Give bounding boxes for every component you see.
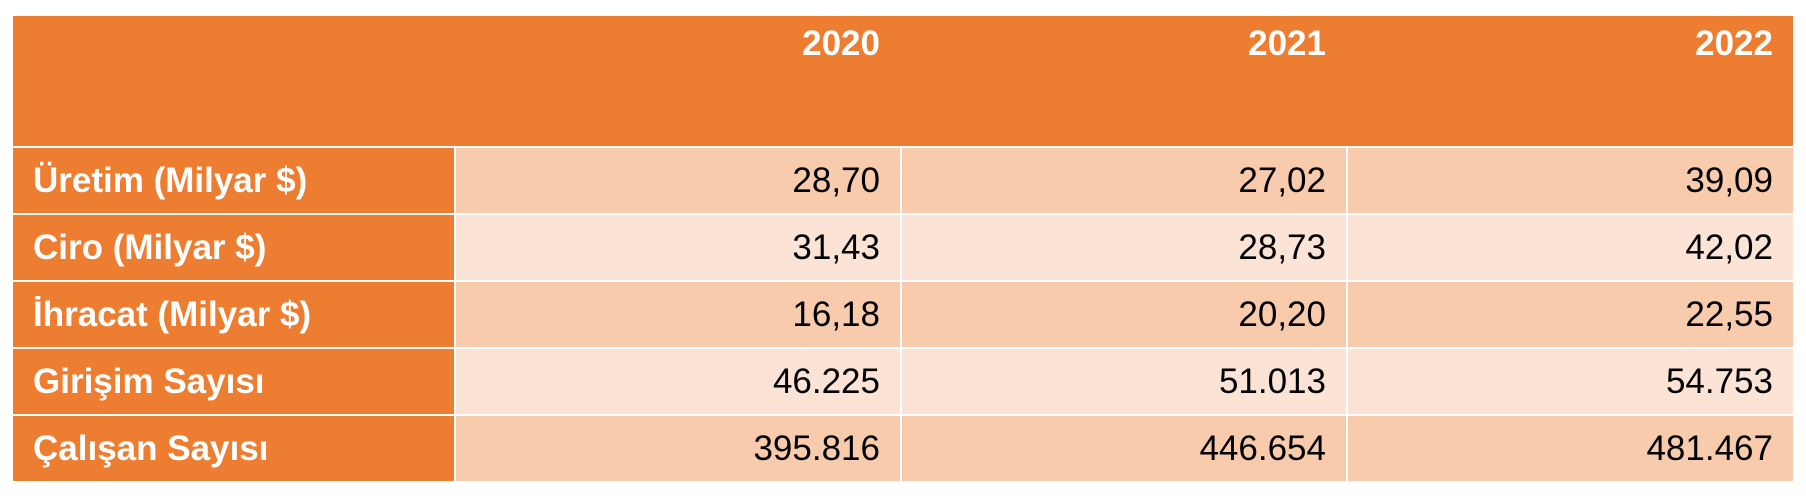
header-row: 2020 2021 2022: [13, 16, 1793, 146]
data-table: 2020 2021 2022 Üretim (Milyar $) 28,70 2…: [13, 16, 1793, 481]
column-header: 2021: [900, 16, 1346, 146]
row-label: Ciro (Milyar $): [13, 213, 454, 280]
column-header: 2020: [454, 16, 900, 146]
table-cell: 28,73: [900, 213, 1346, 280]
table-cell: 395.816: [454, 414, 900, 481]
table-cell: 481.467: [1346, 414, 1793, 481]
table-row: Ciro (Milyar $) 31,43 28,73 42,02: [13, 213, 1793, 280]
row-label: Çalışan Sayısı: [13, 414, 454, 481]
table-row: Girişim Sayısı 46.225 51.013 54.753: [13, 347, 1793, 414]
table-cell: 31,43: [454, 213, 900, 280]
table-cell: 42,02: [1346, 213, 1793, 280]
row-label: Üretim (Milyar $): [13, 146, 454, 213]
table-cell: 20,20: [900, 280, 1346, 347]
row-label: İhracat (Milyar $): [13, 280, 454, 347]
table-cell: 22,55: [1346, 280, 1793, 347]
table-cell: 28,70: [454, 146, 900, 213]
table-cell: 39,09: [1346, 146, 1793, 213]
column-header: 2022: [1346, 16, 1793, 146]
corner-cell: [13, 16, 454, 146]
table-cell: 27,02: [900, 146, 1346, 213]
table-row: Çalışan Sayısı 395.816 446.654 481.467: [13, 414, 1793, 481]
table-cell: 51.013: [900, 347, 1346, 414]
table-cell: 446.654: [900, 414, 1346, 481]
table-cell: 54.753: [1346, 347, 1793, 414]
table-row: İhracat (Milyar $) 16,18 20,20 22,55: [13, 280, 1793, 347]
table-cell: 16,18: [454, 280, 900, 347]
row-label: Girişim Sayısı: [13, 347, 454, 414]
table-row: Üretim (Milyar $) 28,70 27,02 39,09: [13, 146, 1793, 213]
table-cell: 46.225: [454, 347, 900, 414]
